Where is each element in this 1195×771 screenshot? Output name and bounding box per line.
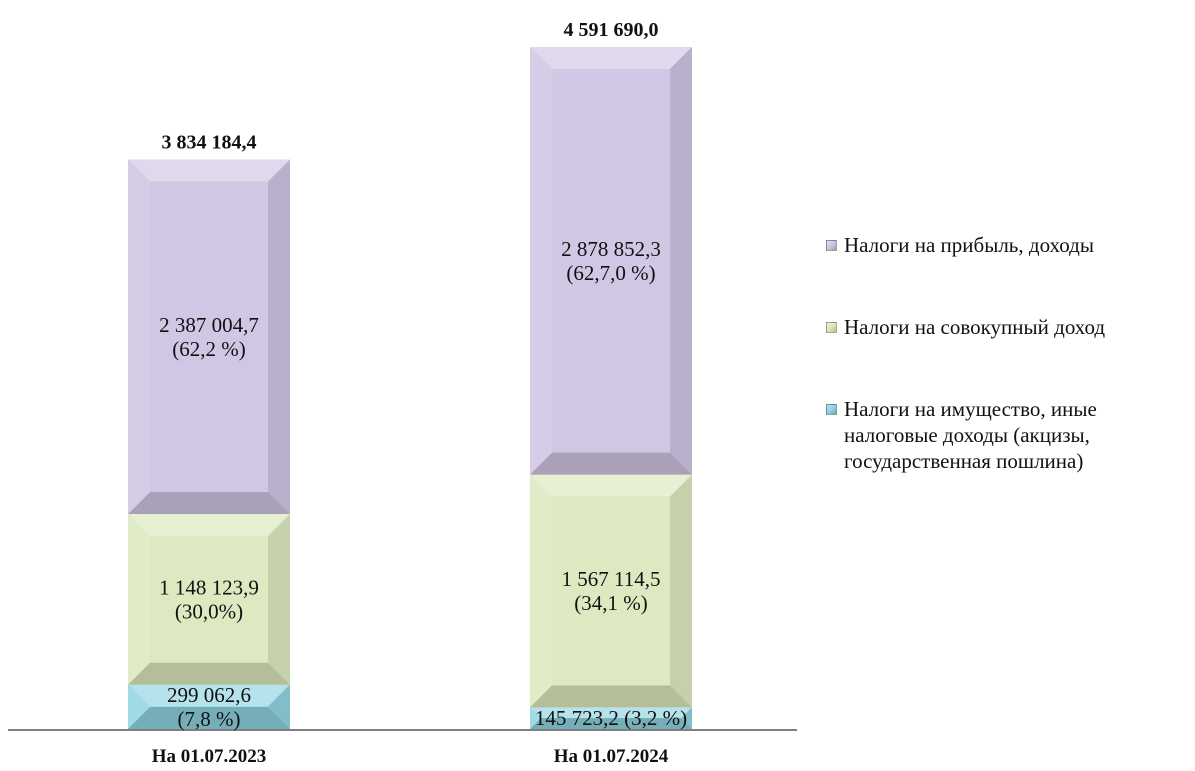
category-label-1: На 01.07.2023 bbox=[152, 746, 267, 767]
data-label-1-2-2: (30,0%) bbox=[175, 599, 243, 623]
bar-segment-1-3 bbox=[128, 159, 290, 515]
bevel-right bbox=[268, 684, 290, 729]
bevel-right bbox=[268, 159, 290, 515]
bevel-bottom bbox=[530, 452, 692, 475]
bar-segment-2-1 bbox=[530, 707, 692, 729]
bevel-right bbox=[670, 47, 692, 475]
bar-segment-1-2 bbox=[128, 514, 290, 685]
bevel-right bbox=[670, 474, 692, 708]
bar-segment-1-1 bbox=[128, 684, 290, 729]
bevel-bottom bbox=[128, 662, 290, 685]
bevel-top bbox=[530, 707, 692, 719]
bevel-face bbox=[150, 536, 268, 663]
data-label-1-2-1: 1 148 123,9 bbox=[159, 575, 259, 599]
data-label-2-1-1: 145 723,2 (3,2 %) bbox=[535, 706, 687, 730]
labels-layer: 299 062,6(7,8 %) 1 148 123,9(30,0%) 2 387 … bbox=[152, 19, 687, 767]
stacked-bar-chart: 299 062,6(7,8 %) 1 148 123,9(30,0%) 2 387 … bbox=[8, 19, 797, 767]
total-label-2: 4 591 690,0 bbox=[564, 19, 659, 41]
legend-label: Налоги на прибыль, доходы bbox=[844, 233, 1094, 257]
bevel-top bbox=[128, 684, 290, 707]
bevel-right bbox=[268, 514, 290, 685]
bar-segment-2-3 bbox=[530, 47, 692, 475]
legend-label: Налоги на совокупный доход bbox=[844, 315, 1106, 339]
legend-swatch bbox=[826, 322, 837, 333]
bevel-bottom bbox=[530, 685, 692, 708]
data-label-1-3-2: (62,2 %) bbox=[172, 337, 245, 361]
bevel-left bbox=[530, 474, 552, 708]
bar-segment-2-2 bbox=[530, 474, 692, 708]
bevel-face bbox=[150, 181, 268, 493]
legend: Налоги на прибыль, доходы Налоги на совок… bbox=[822, 232, 1192, 474]
data-label-2-2-2: (34,1 %) bbox=[574, 591, 647, 615]
total-label-1: 3 834 184,4 bbox=[162, 132, 257, 154]
data-label-1-3-1: 2 387 004,7 bbox=[159, 313, 259, 337]
bevel-bottom bbox=[128, 492, 290, 515]
data-label-2-2-1: 1 567 114,5 bbox=[562, 567, 661, 591]
bevel-top bbox=[128, 159, 290, 182]
bevel-bottom bbox=[530, 718, 692, 729]
legend-item-1: Налоги на имущество, иные налоговые дохо… bbox=[822, 396, 1192, 474]
bevel-left bbox=[530, 47, 552, 475]
bevel-face bbox=[552, 496, 670, 686]
bars-layer bbox=[128, 47, 692, 729]
bevel-bottom bbox=[128, 707, 290, 729]
bevel-top bbox=[530, 474, 692, 497]
bevel-left bbox=[128, 514, 150, 685]
data-label-2-3-1: 2 878 852,3 bbox=[561, 237, 661, 261]
legend-item-2: Налоги на совокупный доход bbox=[822, 314, 1192, 340]
bevel-right bbox=[681, 707, 692, 729]
legend-label: Налоги на имущество, иные налоговые дохо… bbox=[844, 397, 1097, 473]
data-label-1-1-1: 299 062,6 bbox=[167, 683, 251, 707]
data-label-2-3-2: (62,7,0 %) bbox=[566, 261, 655, 285]
category-label-2: На 01.07.2024 bbox=[554, 746, 669, 767]
legend-item-3: Налоги на прибыль, доходы bbox=[822, 232, 1192, 258]
bevel-face bbox=[552, 69, 670, 453]
bevel-left bbox=[530, 707, 541, 729]
legend-swatch bbox=[826, 404, 837, 415]
legend-swatch bbox=[826, 240, 837, 251]
bevel-left bbox=[128, 159, 150, 515]
bevel-left bbox=[128, 684, 150, 729]
bevel-top bbox=[128, 514, 290, 537]
data-label-1-1-2: (7,8 %) bbox=[178, 707, 241, 731]
bevel-top bbox=[530, 47, 692, 69]
